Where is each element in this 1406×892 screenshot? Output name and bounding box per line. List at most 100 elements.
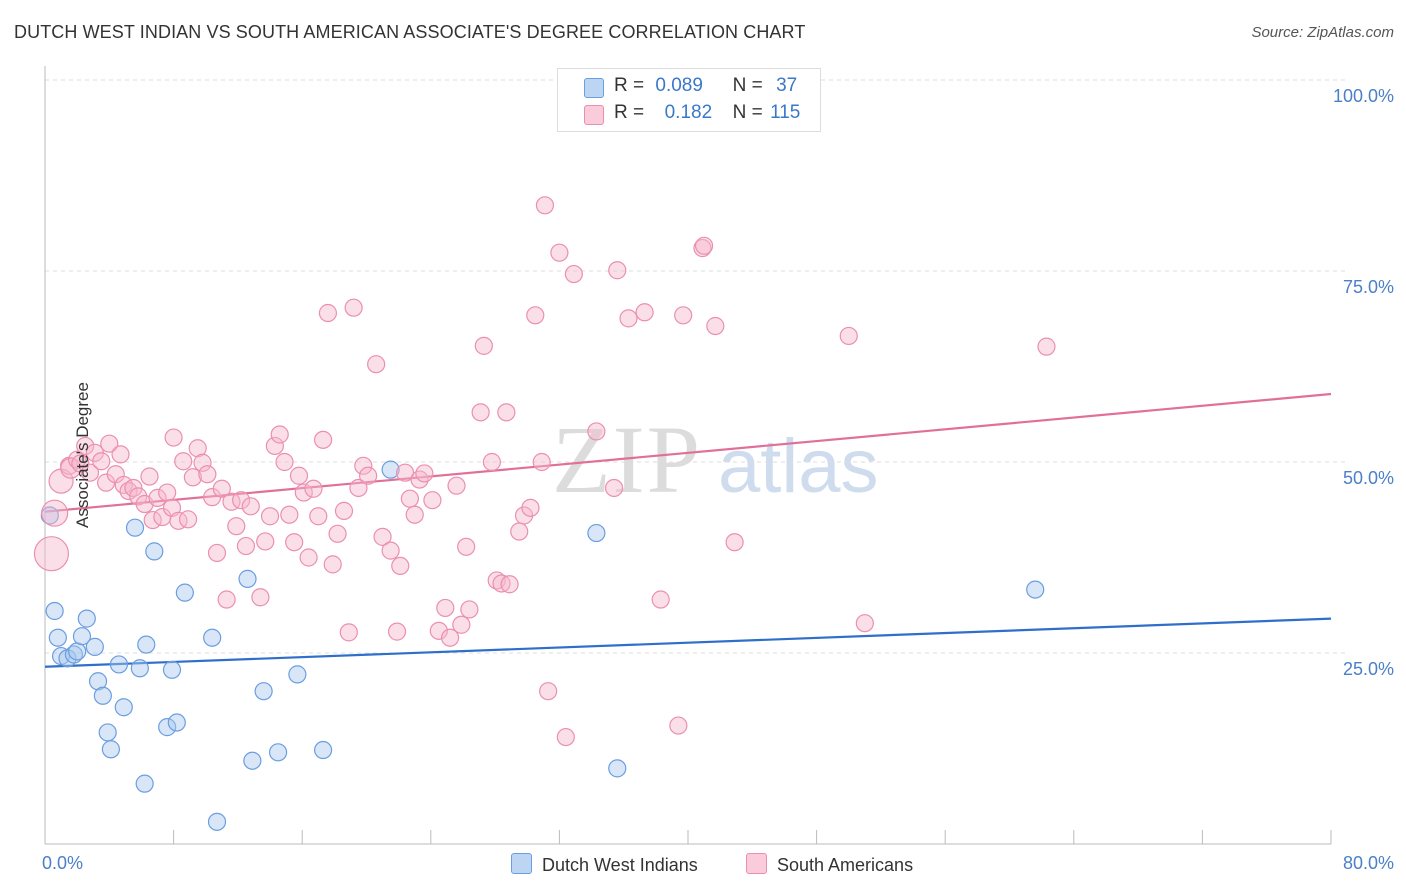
point-south-americans <box>80 463 100 482</box>
point-south-americans <box>256 532 275 551</box>
scatter-points <box>33 196 1056 831</box>
point-south-americans <box>410 470 429 489</box>
point-dutch-west-indians <box>1026 580 1045 599</box>
trend-lines <box>44 392 1332 668</box>
point-south-americans <box>193 453 212 472</box>
point-south-americans <box>387 622 407 641</box>
point-south-americans <box>119 481 138 501</box>
point-south-americans <box>373 527 392 546</box>
bottom-legend-dutch-west-indians: Dutch West Indians <box>511 853 698 876</box>
point-south-americans <box>188 439 207 458</box>
point-dutch-west-indians <box>243 751 262 770</box>
point-south-americans <box>447 476 466 495</box>
point-south-americans <box>482 452 501 472</box>
point-south-americans <box>227 517 246 536</box>
point-south-americans <box>260 507 280 526</box>
y-tick-label-25: 25.0% <box>1342 659 1394 679</box>
point-dutch-west-indians <box>98 723 117 742</box>
legend-r-value: 0.089 <box>655 75 703 96</box>
point-south-americans <box>619 309 638 328</box>
point-south-americans <box>334 501 354 520</box>
point-south-americans <box>381 541 400 560</box>
legend-n-label: N = <box>732 75 763 96</box>
point-dutch-west-indians <box>68 642 87 661</box>
point-dutch-west-indians <box>137 635 156 654</box>
y-tick-label-75: 75.0% <box>1342 277 1394 297</box>
legend-n-value: 115 <box>770 102 801 123</box>
point-dutch-west-indians <box>313 740 333 760</box>
bottom-legend-south-americans: South Americans <box>746 853 913 876</box>
point-south-americans <box>391 556 410 576</box>
bottom-legend-swatch-blue <box>511 853 532 874</box>
point-south-americans <box>183 468 202 487</box>
point-dutch-west-indians <box>381 460 400 479</box>
point-south-americans <box>92 452 111 471</box>
point-dutch-west-indians <box>145 542 164 561</box>
point-dutch-west-indians <box>48 628 67 647</box>
point-south-americans <box>232 491 251 510</box>
point-dutch-west-indians <box>114 698 133 717</box>
point-south-americans <box>236 536 256 556</box>
point-south-americans <box>521 498 540 517</box>
point-dutch-west-indians <box>77 609 96 628</box>
point-south-americans <box>178 510 198 529</box>
point-south-americans <box>564 264 583 284</box>
point-south-americans <box>526 306 545 325</box>
legend-swatch-blue <box>584 78 604 98</box>
point-south-americans <box>535 196 555 215</box>
y-tick-label-100: 100.0% <box>1332 86 1394 106</box>
point-south-americans <box>497 403 516 422</box>
point-south-americans <box>339 623 358 642</box>
point-south-americans <box>313 430 333 449</box>
bottom-legend-label: Dutch West Indians <box>542 855 698 875</box>
point-south-americans <box>265 436 284 456</box>
point-dutch-west-indians <box>175 583 194 602</box>
y-axis-label: Associate's Degree <box>72 382 92 528</box>
source-label: Source: ZipAtlas.com <box>1251 24 1394 41</box>
x-tick-label-min: 0.0% <box>42 853 84 873</box>
point-south-americans <box>474 336 493 355</box>
point-south-americans <box>309 507 328 526</box>
point-south-americans <box>550 243 569 262</box>
point-dutch-west-indians <box>130 659 149 678</box>
point-south-americans <box>706 316 725 336</box>
point-south-americans <box>285 533 304 552</box>
point-south-americans <box>436 598 455 618</box>
point-south-americans <box>367 355 386 374</box>
point-south-americans <box>440 628 460 647</box>
point-south-americans <box>33 536 70 572</box>
point-south-americans <box>217 590 236 609</box>
point-south-americans <box>471 403 490 422</box>
point-south-americans <box>280 505 299 524</box>
point-south-americans <box>275 452 294 472</box>
point-south-americans <box>124 478 143 498</box>
point-dutch-west-indians <box>162 660 182 679</box>
point-south-americans <box>510 522 529 541</box>
point-south-americans <box>174 452 193 471</box>
axes <box>44 66 1332 845</box>
point-dutch-west-indians <box>88 672 108 691</box>
bottom-legend-label: South Americans <box>777 855 914 875</box>
point-south-americans <box>452 615 471 634</box>
point-south-americans <box>400 489 420 508</box>
point-south-americans <box>158 483 177 502</box>
point-south-americans <box>635 303 654 322</box>
point-south-americans <box>251 588 270 607</box>
point-dutch-west-indians <box>207 812 227 831</box>
point-south-americans <box>318 303 338 323</box>
point-south-americans <box>323 555 342 574</box>
point-dutch-west-indians <box>167 713 186 732</box>
point-dutch-west-indians <box>158 718 177 737</box>
legend-r-label: R = <box>614 75 645 96</box>
point-south-americans <box>304 479 323 498</box>
legend-n-label: N = <box>732 102 763 123</box>
point-south-americans <box>405 505 424 524</box>
point-south-americans <box>608 261 627 280</box>
point-dutch-west-indians <box>125 518 145 537</box>
point-dutch-west-indians <box>268 743 288 762</box>
point-south-americans <box>328 524 347 543</box>
point-south-americans <box>725 533 744 552</box>
legend-n-value: 37 <box>776 75 798 96</box>
point-south-americans <box>294 483 313 502</box>
